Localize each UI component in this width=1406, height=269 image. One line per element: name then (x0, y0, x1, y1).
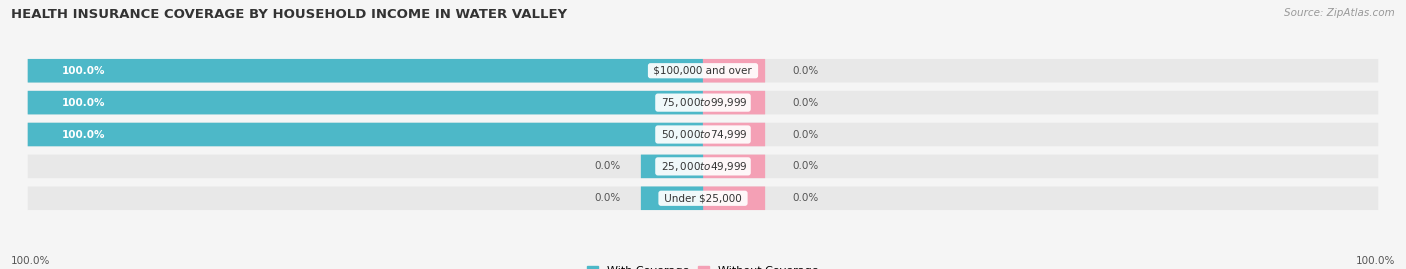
Text: $50,000 to $74,999: $50,000 to $74,999 (658, 128, 748, 141)
Text: $75,000 to $99,999: $75,000 to $99,999 (658, 96, 748, 109)
Text: HEALTH INSURANCE COVERAGE BY HOUSEHOLD INCOME IN WATER VALLEY: HEALTH INSURANCE COVERAGE BY HOUSEHOLD I… (11, 8, 568, 21)
Text: 0.0%: 0.0% (793, 161, 818, 171)
Text: 100.0%: 100.0% (1355, 256, 1395, 266)
FancyBboxPatch shape (703, 186, 765, 210)
FancyBboxPatch shape (703, 59, 765, 83)
FancyBboxPatch shape (28, 59, 1378, 83)
Text: 100.0%: 100.0% (62, 66, 105, 76)
FancyBboxPatch shape (641, 186, 703, 210)
Text: 0.0%: 0.0% (793, 193, 818, 203)
Text: 0.0%: 0.0% (793, 66, 818, 76)
FancyBboxPatch shape (28, 155, 1378, 178)
Text: Source: ZipAtlas.com: Source: ZipAtlas.com (1284, 8, 1395, 18)
FancyBboxPatch shape (28, 123, 1378, 146)
Text: 0.0%: 0.0% (595, 161, 620, 171)
Text: 0.0%: 0.0% (793, 98, 818, 108)
FancyBboxPatch shape (28, 91, 1378, 114)
Text: $100,000 and over: $100,000 and over (651, 66, 755, 76)
Text: 0.0%: 0.0% (793, 129, 818, 140)
Text: 100.0%: 100.0% (11, 256, 51, 266)
FancyBboxPatch shape (703, 91, 765, 114)
Legend: With Coverage, Without Coverage: With Coverage, Without Coverage (582, 261, 824, 269)
Text: 0.0%: 0.0% (595, 193, 620, 203)
FancyBboxPatch shape (703, 155, 765, 178)
FancyBboxPatch shape (641, 155, 703, 178)
FancyBboxPatch shape (28, 186, 1378, 210)
FancyBboxPatch shape (28, 91, 703, 114)
FancyBboxPatch shape (28, 59, 703, 83)
Text: Under $25,000: Under $25,000 (661, 193, 745, 203)
FancyBboxPatch shape (703, 123, 765, 146)
Text: 100.0%: 100.0% (62, 98, 105, 108)
FancyBboxPatch shape (28, 123, 703, 146)
Text: 100.0%: 100.0% (62, 129, 105, 140)
Text: $25,000 to $49,999: $25,000 to $49,999 (658, 160, 748, 173)
